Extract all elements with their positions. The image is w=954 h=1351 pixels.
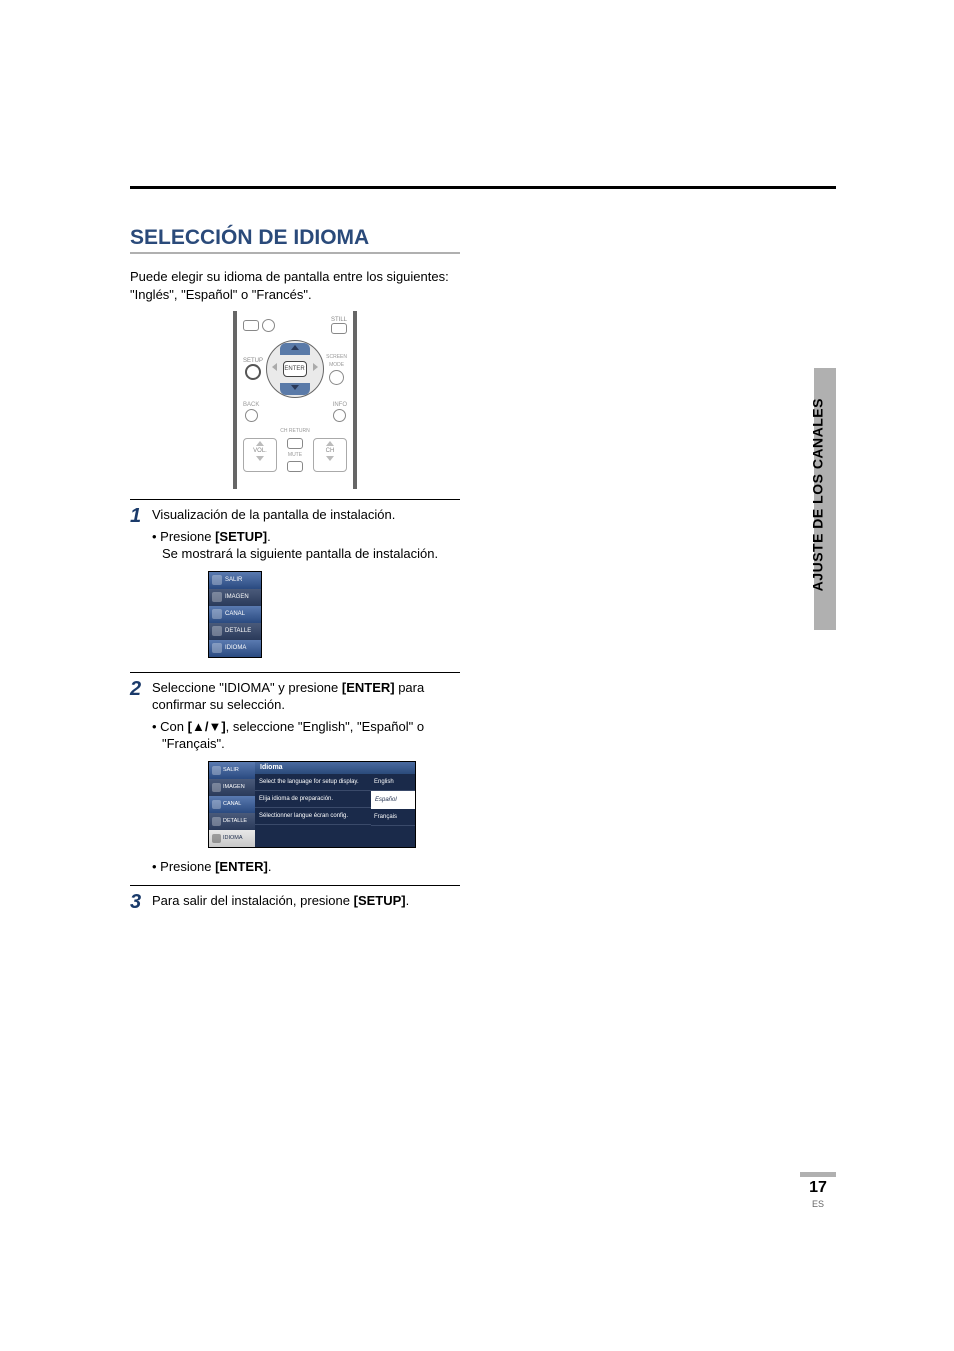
- menu-desc-line: Sélectionner langue écran config.: [255, 808, 371, 825]
- remote-button-enter: ENTER: [283, 361, 307, 377]
- menu-icon: [212, 592, 222, 602]
- remote-button-setup: [245, 364, 261, 380]
- step-1-text: Visualización de la pantalla de instalac…: [152, 507, 395, 522]
- remote-label-mode: MODE: [329, 362, 344, 368]
- menu-icon: [212, 643, 222, 653]
- step-divider: [130, 885, 460, 886]
- remote-label-mute: MUTE: [288, 452, 302, 458]
- step-2-bullet-1-pre: Con: [160, 719, 187, 734]
- step-number: 1: [130, 506, 144, 662]
- remote-label-screen: SCREEN: [326, 354, 347, 360]
- page-language-code: ES: [800, 1199, 836, 1209]
- step-1-bullet-1-post: .: [267, 529, 271, 544]
- step-2-bullet-2-post: .: [268, 859, 272, 874]
- section-heading: SELECCIÓN DE IDIOMA: [130, 226, 460, 254]
- menu-option: Français: [371, 809, 415, 826]
- step-2-bullet-2-key: [ENTER]: [215, 859, 268, 874]
- step-number: 2: [130, 679, 144, 876]
- step-1-bullet-2: Se mostrará la siguiente pantalla de ins…: [162, 546, 438, 561]
- step-2-text-pre: Seleccione "IDIOMA" y presione: [152, 680, 342, 695]
- menu-item-label: DETALLE: [225, 627, 251, 635]
- page-number-bar: [800, 1172, 836, 1177]
- step-2-bullet-1-key: [▲/▼]: [188, 719, 226, 734]
- page-number-box: 17 ES: [800, 1172, 836, 1209]
- remote-volume-rocker: VOL.: [243, 438, 277, 472]
- remote-dpad: ENTER: [266, 340, 324, 398]
- main-content-column: SELECCIÓN DE IDIOMA Puede elegir su idio…: [130, 226, 460, 918]
- menu-icon: [212, 609, 222, 619]
- menu-icon: [212, 834, 221, 843]
- remote-illustration-container: STILL SETUP ENTER: [130, 311, 460, 489]
- step-3-text-key: [SETUP]: [354, 893, 406, 908]
- remote-label-vol: VOL.: [253, 448, 267, 454]
- intro-paragraph: Puede elegir su idioma de pantalla entre…: [130, 268, 460, 303]
- step-3-text-post: .: [406, 893, 410, 908]
- remote-label-ch-return: CH RETURN: [280, 428, 309, 434]
- menu-icon: [212, 626, 222, 636]
- remote-button-generic: [243, 320, 259, 331]
- menu-icon: [212, 800, 221, 809]
- step-2-bullet-2-pre: Presione: [160, 859, 215, 874]
- menu-panel-title: Idioma: [255, 762, 415, 774]
- remote-label-back: BACK: [243, 402, 259, 408]
- step-1-bullet-1-key: [SETUP]: [215, 529, 267, 544]
- menu-icon: [212, 766, 221, 775]
- remote-button-still: [331, 323, 347, 334]
- step-1: 1 Visualización de la pantalla de instal…: [130, 506, 460, 662]
- remote-label-ch: CH: [326, 448, 335, 454]
- menu-option-selected: Español: [371, 791, 415, 809]
- remote-button-back: [245, 409, 258, 422]
- remote-label-info: INFO: [333, 402, 347, 408]
- menu-desc-line: Select the language for setup display.: [255, 774, 371, 791]
- remote-button-screen-mode: [329, 370, 344, 385]
- step-divider: [130, 672, 460, 673]
- setup-menu-thumbnail: SALIR IMAGEN CANAL DETALLE IDIOMA: [208, 571, 262, 658]
- top-horizontal-rule: [130, 186, 836, 189]
- step-number: 3: [130, 892, 144, 912]
- remote-channel-rocker: CH: [313, 438, 347, 472]
- menu-side-label: IMAGEN: [223, 784, 245, 791]
- menu-item-label: IDIOMA: [225, 644, 246, 652]
- remote-control-illustration: STILL SETUP ENTER: [235, 311, 355, 489]
- step-2: 2 Seleccione "IDIOMA" y presione [ENTER]…: [130, 679, 460, 876]
- menu-side-label: SALIR: [223, 767, 239, 774]
- remote-button-mute: [287, 461, 303, 472]
- step-3-text-pre: Para salir del instalación, presione: [152, 893, 354, 908]
- page-number: 17: [800, 1179, 836, 1197]
- menu-side-label: DETALLE: [223, 818, 247, 825]
- menu-side-label: CANAL: [223, 801, 241, 808]
- step-3: 3 Para salir del instalación, presione […: [130, 892, 460, 912]
- menu-icon: [212, 817, 221, 826]
- step-1-bullet-1-pre: Presione: [160, 529, 215, 544]
- menu-desc-line: Elija idioma de preparación.: [255, 791, 371, 808]
- step-divider: [130, 499, 460, 500]
- menu-item-label: CANAL: [225, 610, 245, 618]
- step-2-text-key: [ENTER]: [342, 680, 395, 695]
- menu-icon: [212, 575, 222, 585]
- menu-side-label-selected: IDIOMA: [223, 835, 243, 842]
- menu-item-label: SALIR: [225, 576, 242, 584]
- menu-option: English: [371, 774, 415, 791]
- language-menu-screenshot: SALIR IMAGEN CANAL DETALLE IDIOMA Idioma…: [208, 761, 416, 848]
- remote-button-ch-return: [287, 438, 303, 449]
- chapter-label: AJUSTE DE LOS CANALES: [809, 398, 825, 591]
- menu-icon: [212, 783, 221, 792]
- menu-item-label: IMAGEN: [225, 593, 249, 601]
- remote-label-still: STILL: [331, 317, 347, 323]
- remote-button-info: [333, 409, 346, 422]
- remote-button-generic: [262, 319, 275, 332]
